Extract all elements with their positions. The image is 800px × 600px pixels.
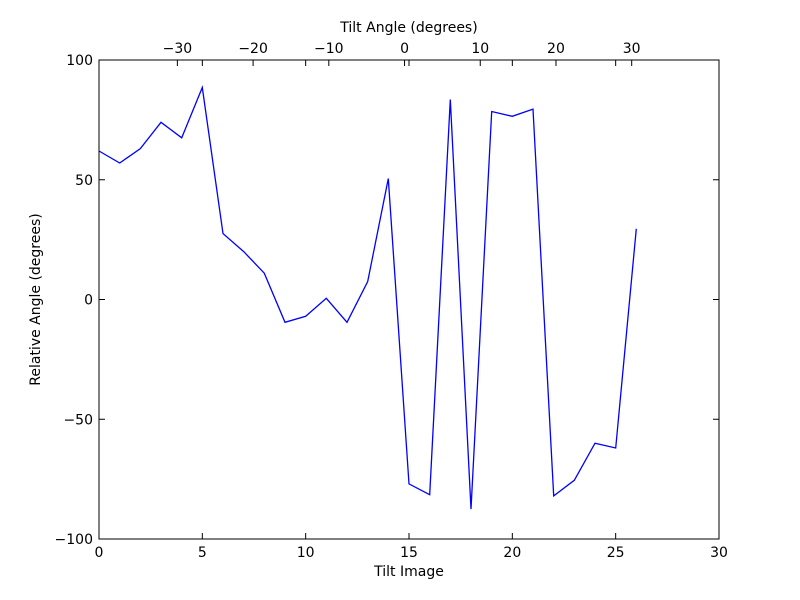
x-tick-label: 20 (503, 545, 521, 561)
top-axis-title: Tilt Angle (degrees) (339, 20, 477, 36)
x2-tick-label: 30 (623, 41, 641, 57)
x2-tick-label: 0 (400, 41, 409, 57)
x-tick-label: 30 (710, 545, 728, 561)
x-tick-label: 5 (198, 545, 207, 561)
x-tick-label: 15 (400, 545, 418, 561)
x2-tick-label: −30 (163, 41, 193, 57)
x-tick-label: 10 (297, 545, 315, 561)
x2-tick-label: −20 (238, 41, 268, 57)
x-tick-label: 25 (607, 545, 625, 561)
tick-marks (98, 59, 720, 540)
y-tick-label: 50 (75, 173, 93, 189)
x2-tick-label: 20 (547, 41, 565, 57)
y-tick-label: −50 (63, 412, 93, 428)
y-tick-label: −100 (55, 532, 93, 548)
x-axis-title: Tilt Image (373, 564, 444, 580)
y-tick-label: 100 (66, 53, 93, 69)
plot-frame (98, 59, 720, 540)
series-line (98, 85, 637, 510)
x-tick-label: 0 (95, 545, 104, 561)
x2-tick-label: 10 (471, 41, 489, 57)
y-axis-title: Relative Angle (degrees) (28, 213, 44, 385)
y-tick-label: 0 (84, 293, 93, 309)
x2-tick-label: −10 (314, 41, 344, 57)
